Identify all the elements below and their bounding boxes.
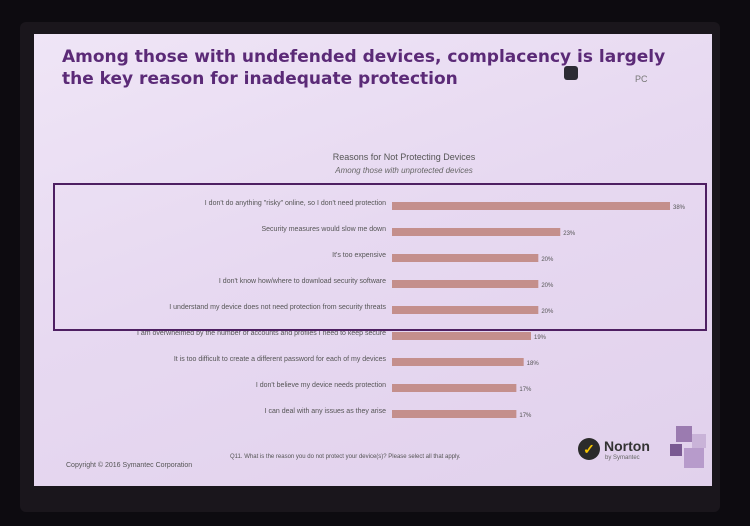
value-label: 17%	[519, 413, 532, 419]
bar	[392, 332, 531, 340]
category-label: Security measures would slow me down	[262, 226, 387, 233]
chart-title: Reasons for Not Protecting Devices	[333, 152, 476, 162]
logo-name: Norton	[604, 438, 650, 454]
slide: Among those with undefended devices, com…	[34, 34, 712, 486]
value-label: 20%	[541, 309, 554, 315]
value-label: 18%	[527, 361, 540, 367]
highlight-box	[53, 183, 707, 331]
bar	[392, 306, 539, 314]
category-label: I am overwhelmed by the number of accoun…	[137, 330, 386, 337]
square-icon	[692, 434, 706, 448]
norton-logo: ✓ Norton by Symantec	[578, 436, 668, 472]
value-label: 38%	[673, 205, 686, 211]
category-label: I understand my device does not need pro…	[169, 304, 386, 311]
bar	[392, 254, 539, 262]
category-label: I don't believe my device needs protecti…	[256, 382, 386, 389]
value-label: 23%	[563, 231, 576, 237]
category-label: I can deal with any issues as they arise	[265, 408, 387, 415]
corner-label: PC	[635, 74, 648, 84]
logo-subtext: by Symantec	[605, 455, 640, 461]
square-icon	[684, 448, 704, 468]
category-label: It's too expensive	[332, 252, 386, 259]
checkmark-icon: ✓	[578, 438, 600, 460]
slide-title: Among those with undefended devices, com…	[62, 47, 666, 89]
bar	[392, 384, 517, 392]
chart-subtitle: Among those with unprotected devices	[334, 166, 472, 175]
category-label: It is too difficult to create a differen…	[174, 356, 387, 363]
bar	[392, 358, 524, 366]
value-label: 20%	[541, 283, 554, 289]
square-icon	[670, 444, 682, 456]
category-label: I don't know how/where to download secur…	[219, 278, 386, 285]
value-label: 20%	[541, 257, 554, 263]
webcam-icon	[564, 66, 578, 80]
value-label: 17%	[519, 387, 532, 393]
copyright-text: Copyright © 2016 Symantec Corporation	[66, 462, 193, 469]
square-icon	[676, 426, 692, 442]
bar	[392, 202, 670, 210]
bar	[392, 410, 517, 418]
bar	[392, 228, 561, 236]
bar	[392, 280, 539, 288]
category-label: I don't do anything "risky" online, so I…	[205, 200, 386, 207]
value-label: 19%	[534, 335, 547, 341]
bar-chart: Reasons for Not Protecting Devices Among…	[53, 152, 707, 419]
survey-question: Q11. What is the reason you do not prote…	[230, 454, 461, 460]
bars-group: I don't do anything "risky" online, so I…	[137, 200, 686, 419]
